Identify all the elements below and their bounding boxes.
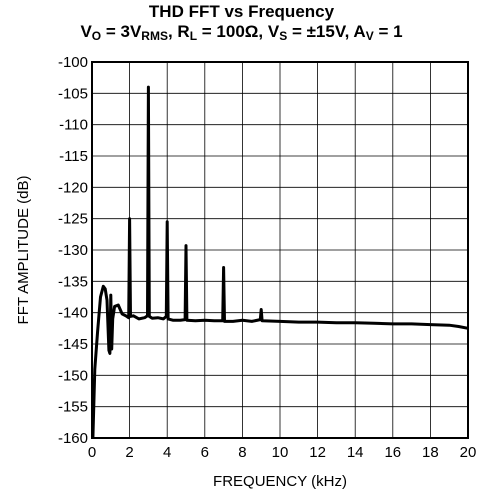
y-tick-label: -110 — [59, 117, 88, 134]
x-tick-label: 18 — [422, 444, 439, 461]
series-layer — [91, 85, 469, 439]
chart-title-block: THD FFT vs Frequency VO = 3VRMS, RL = 10… — [0, 2, 483, 42]
y-tick-labels: -100 -105 -110 -115 -120 -125 -130 -135 -140 -145… — [58, 54, 88, 447]
y-tick-label: -155 — [58, 399, 88, 416]
y-tick-label: -115 — [59, 148, 88, 165]
y-tick-label: -125 — [58, 211, 88, 228]
x-tick-label: 2 — [125, 444, 133, 461]
x-tick-label: 20 — [460, 444, 477, 461]
x-tick-label: 14 — [347, 444, 364, 461]
x-tick-label: 12 — [309, 444, 326, 461]
y-tick-label: -160 — [58, 430, 88, 447]
y-tick-label: -135 — [58, 273, 88, 290]
chart-subtitle: VO = 3VRMS, RL = 100Ω, VS = ±15V, AV = 1 — [80, 22, 403, 43]
y-tick-label: -105 — [58, 85, 88, 102]
y-tick-label: -120 — [58, 179, 88, 196]
plot-frame — [91, 61, 469, 439]
fft-series-line — [91, 85, 469, 439]
y-tick-label: -100 — [58, 54, 88, 71]
x-tick-label: 6 — [201, 444, 209, 461]
x-tick-label: 16 — [384, 444, 401, 461]
y-tick-label: -130 — [58, 242, 88, 259]
x-tick-labels: 0 2 4 6 8 10 12 14 16 18 20 — [88, 444, 477, 461]
x-axis-label: FREQUENCY (kHz) — [213, 473, 347, 490]
y-tick-label: -145 — [58, 336, 88, 353]
chart-title: THD FFT vs Frequency — [148, 2, 335, 21]
x-tick-label: 4 — [163, 444, 171, 461]
y-tick-label: -140 — [58, 305, 88, 322]
x-tick-label: 10 — [272, 444, 289, 461]
y-axis-label: FFT AMPLITUDE (dB) — [15, 176, 32, 325]
x-tick-label: 8 — [238, 444, 246, 461]
x-tick-label: 0 — [88, 444, 96, 461]
y-tick-label: -150 — [58, 367, 88, 384]
